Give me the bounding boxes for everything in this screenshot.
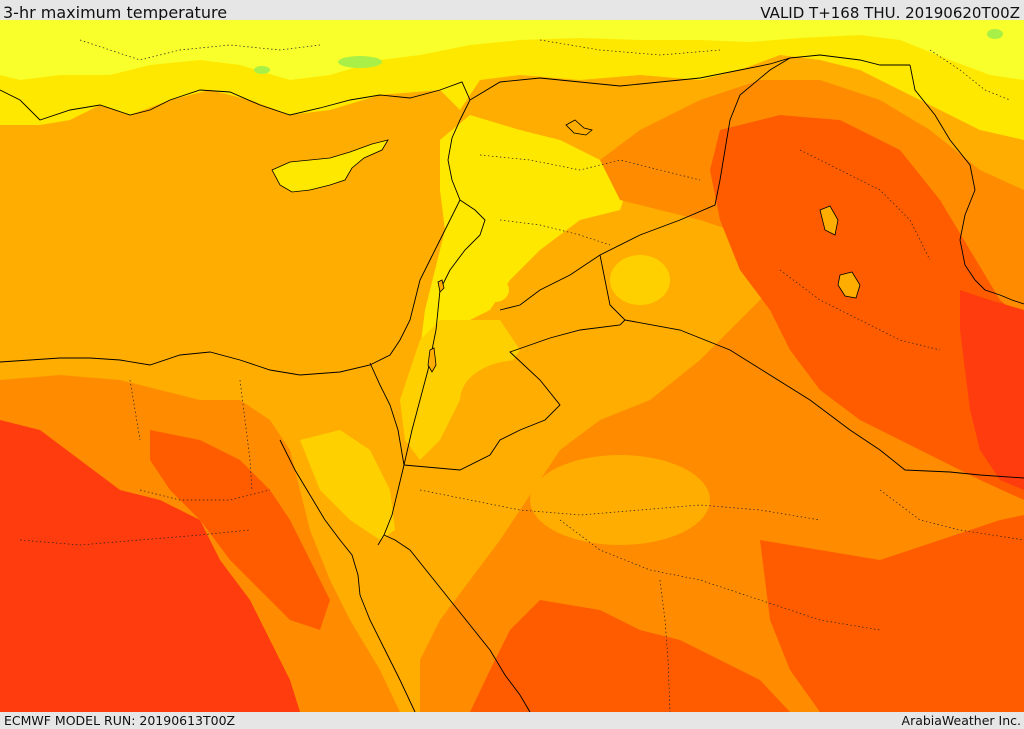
light-orange-patch-saudi — [530, 455, 710, 545]
dark-orange-zone-iraq — [710, 115, 1024, 500]
yellow-patch-iraq-west — [610, 255, 670, 305]
border-egypt-israel — [369, 362, 405, 466]
border-syria-turkey — [469, 54, 910, 101]
dark-orange-zone-south-east — [760, 515, 1024, 712]
dotted-boundary-3 — [799, 149, 931, 261]
lakes — [427, 119, 861, 373]
border-iraq-saudi — [624, 319, 1024, 479]
border-iraq-jordan-saudi — [403, 254, 626, 471]
gold-zone-sinai — [300, 430, 395, 540]
dotted-boundary-9 — [19, 529, 251, 546]
light-orange-patch-jordan — [460, 360, 580, 440]
sea-galilee — [437, 279, 445, 293]
dotted-boundary-12 — [239, 379, 253, 491]
border-iraq-iran — [909, 64, 976, 281]
border-syria-iraq — [499, 57, 791, 311]
coastlines — [0, 81, 1024, 712]
coast-levant — [0, 137, 461, 376]
coast-turkey — [0, 81, 471, 139]
red-orange-zone-gulf — [960, 290, 1024, 490]
coast-red-sea-west — [359, 594, 416, 712]
green-patch-1 — [338, 56, 382, 68]
coast-persian-gulf — [974, 279, 1024, 305]
dotted-boundary-5 — [419, 489, 821, 521]
temperature-map[interactable] — [0, 20, 1024, 712]
model-run-label: ECMWF MODEL RUN: 20190613T00Z — [4, 713, 236, 728]
dark-orange-zone-egypt — [150, 430, 330, 630]
coast-gulf-suez — [279, 439, 361, 596]
green-patch-3 — [254, 66, 270, 74]
pale-yellow-zone-north — [0, 20, 1024, 80]
border-lebanon-syria — [439, 199, 486, 291]
lake-habbaniyah — [837, 271, 861, 299]
yellow-zone-levant — [420, 115, 630, 380]
map-title: 3-hr maximum temperature — [3, 3, 228, 22]
dotted-boundary-13 — [79, 39, 321, 61]
dotted-boundary-4 — [779, 269, 941, 351]
cyprus-island — [271, 139, 389, 193]
dark-orange-zone-saudi — [470, 600, 790, 712]
lake-assad — [565, 119, 593, 136]
footer-bar: ECMWF MODEL RUN: 20190613T00Z ArabiaWeat… — [0, 712, 1024, 729]
lake-tharthar — [819, 205, 839, 236]
country-borders — [369, 54, 1024, 479]
province-boundaries — [19, 39, 1024, 712]
valid-time-label: VALID T+168 THU. 20190620T00Z — [760, 4, 1020, 22]
credit-label: ArabiaWeather Inc. — [901, 713, 1021, 728]
map-canvas — [0, 20, 1024, 712]
header-bar: 3-hr maximum temperature VALID T+168 THU… — [0, 0, 1024, 22]
coast-red-sea-east — [383, 534, 531, 712]
dotted-boundary-6 — [559, 519, 881, 631]
dotted-boundary-10 — [139, 489, 271, 501]
dotted-boundary-8 — [879, 489, 1024, 541]
dead-sea — [427, 347, 437, 373]
yellow-patch-jordan — [481, 278, 509, 302]
dotted-boundary-7 — [659, 579, 671, 712]
dotted-boundary-15 — [929, 49, 1011, 101]
green-patch-2 — [987, 29, 1003, 39]
coast-gulf-aqaba — [377, 464, 405, 546]
red-orange-zone-egypt — [0, 420, 300, 712]
dotted-boundary-2 — [499, 219, 611, 246]
